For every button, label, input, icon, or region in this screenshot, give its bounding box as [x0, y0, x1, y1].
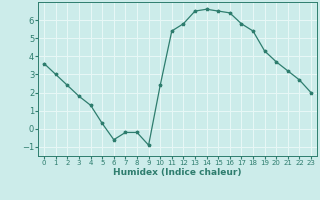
X-axis label: Humidex (Indice chaleur): Humidex (Indice chaleur) [113, 168, 242, 177]
